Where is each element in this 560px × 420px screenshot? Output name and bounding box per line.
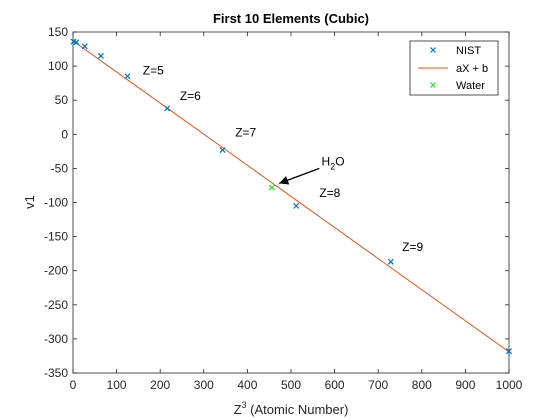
x-axis-ticks: 0 100 200 300 400 500 600 700 800 900 1000 (70, 32, 523, 392)
chart-title: First 10 Elements (Cubic) (213, 11, 369, 26)
nist-data-point (387, 258, 394, 265)
y-tick-label: -50 (51, 161, 69, 175)
nist-data-point (219, 146, 226, 154)
legend-entry-nist: NIST (430, 45, 481, 57)
element-annotation: Z=5 (143, 63, 164, 77)
x-tick-label: 200 (150, 378, 170, 392)
h2o-annotation-rest: O (335, 155, 344, 169)
y-tick-label: -250 (44, 298, 68, 312)
element-annotation: Z=8 (319, 186, 340, 200)
y-axis-ticks: 150 100 50 0 -50 -100 -150 -200 -250 -300 -350 (44, 25, 509, 380)
nist-data-point (293, 202, 300, 209)
y-axis-label: v1 (22, 195, 37, 209)
legend-label-nist: NIST (456, 45, 481, 57)
legend-label-water: Water (456, 80, 485, 92)
nist-data-point (505, 348, 513, 355)
element-annotation: Z=7 (235, 125, 256, 139)
y-tick-label: 150 (48, 25, 68, 39)
y-tick-label: 100 (48, 59, 68, 73)
y-tick-label: 50 (55, 93, 69, 107)
h2o-annotation-base: H (322, 155, 331, 169)
x-tick-label: 100 (107, 378, 127, 392)
legend: NIST aX + b Water (409, 40, 499, 96)
legend-marker-nist (430, 47, 436, 53)
y-tick-label: -350 (44, 366, 68, 380)
legend-label-fit: aX + b (456, 63, 488, 75)
x-tick-label: 1000 (496, 378, 523, 392)
x-tick-label: 700 (368, 378, 388, 392)
x-tick-label: 400 (237, 378, 257, 392)
fit-line (72, 40, 510, 353)
x-tick-label: 900 (455, 378, 475, 392)
legend-entry-water: Water (430, 80, 485, 92)
legend-marker-water (430, 82, 436, 88)
y-tick-label: -100 (44, 196, 68, 210)
h2o-annotation: H2O (322, 155, 345, 172)
y-tick-label: -150 (44, 230, 68, 244)
legend-entry-fit: aX + b (418, 63, 488, 75)
element-annotation: Z=6 (180, 89, 201, 103)
nist-data-point (73, 39, 80, 46)
y-tick-label: -200 (44, 264, 68, 278)
x-tick-label: 0 (70, 378, 77, 392)
nist-data-point (124, 73, 131, 80)
nist-data-point (164, 105, 171, 112)
h2o-annotation-subscript: 2 (330, 162, 335, 172)
element-annotation: Z=9 (402, 240, 423, 254)
h2o-arrow-head (279, 176, 290, 185)
x-axis-label-base: Z (234, 402, 242, 417)
water-data-point (268, 184, 275, 191)
annotation-layer: Z=5 Z=6 Z=7 Z=8 Z=9 H2O (143, 63, 424, 254)
nist-data-point (81, 43, 88, 50)
nist-data-point (97, 52, 104, 59)
x-tick-label: 600 (325, 378, 345, 392)
x-axis-label: Z3 (Atomic Number) (234, 400, 349, 417)
fit-line-layer (72, 40, 510, 353)
x-tick-label: 500 (281, 378, 301, 392)
x-axis-label-exponent: 3 (242, 400, 247, 410)
x-tick-label: 300 (194, 378, 214, 392)
y-tick-label: -300 (44, 332, 68, 346)
x-tick-label: 800 (412, 378, 432, 392)
x-axis-label-rest: (Atomic Number) (247, 402, 349, 417)
marker-layer (70, 38, 513, 355)
y-tick-label: 0 (61, 127, 68, 141)
